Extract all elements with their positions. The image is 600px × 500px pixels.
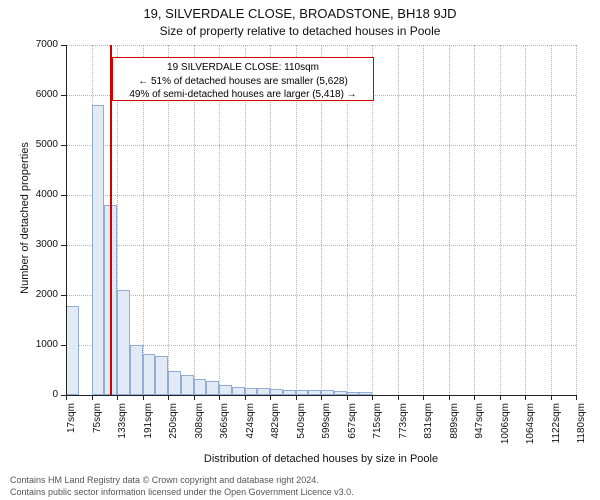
xtick-label: 424sqm — [245, 403, 256, 453]
x-axis-label: Distribution of detached houses by size … — [66, 453, 576, 465]
xtick-label: 599sqm — [321, 403, 332, 453]
chart-title: 19, SILVERDALE CLOSE, BROADSTONE, BH18 9… — [0, 6, 600, 21]
grid-v — [500, 45, 501, 395]
footer-line-2: Contains public sector information licen… — [10, 487, 354, 497]
xtick-label: 889sqm — [449, 403, 460, 453]
ytick-label: 7000 — [26, 39, 58, 50]
xtick-label: 831sqm — [423, 403, 434, 453]
callout-line: 19 SILVERDALE CLOSE: 110sqm — [117, 61, 369, 75]
xtick-label: 17sqm — [66, 403, 77, 453]
xtick-label: 715sqm — [372, 403, 383, 453]
callout-line: 49% of semi-detached houses are larger (… — [117, 88, 369, 102]
xtick-label: 308sqm — [194, 403, 205, 453]
ytick-label: 0 — [26, 389, 58, 400]
xtick-label: 1122sqm — [551, 403, 562, 453]
xtick-label: 250sqm — [168, 403, 179, 453]
xtick-label: 1180sqm — [576, 403, 587, 453]
xtick-label: 947sqm — [474, 403, 485, 453]
histogram-bar — [257, 388, 270, 395]
grid-v — [423, 45, 424, 395]
xtick-label: 540sqm — [296, 403, 307, 453]
footer-line-1: Contains HM Land Registry data © Crown c… — [10, 475, 319, 485]
histogram-bar — [143, 354, 156, 396]
histogram-bar — [232, 387, 245, 396]
histogram-bar — [181, 375, 194, 395]
histogram-bar — [130, 345, 143, 395]
histogram-bar — [168, 371, 181, 395]
xtick-label: 1064sqm — [525, 403, 536, 453]
xtick-label: 75sqm — [92, 403, 103, 453]
grid-v — [474, 45, 475, 395]
y-axis-line — [66, 45, 67, 395]
xtick-label: 133sqm — [117, 403, 128, 453]
grid-v — [576, 45, 577, 395]
grid-v — [449, 45, 450, 395]
callout-line: ← 51% of detached houses are smaller (5,… — [117, 75, 369, 89]
histogram-bar — [92, 105, 105, 395]
xtick-label: 482sqm — [270, 403, 281, 453]
xtick-label: 366sqm — [219, 403, 230, 453]
histogram-bar — [219, 385, 232, 396]
histogram-bar — [155, 356, 168, 395]
grid-v — [551, 45, 552, 395]
grid-v — [525, 45, 526, 395]
histogram-bar — [194, 379, 207, 395]
callout-box: 19 SILVERDALE CLOSE: 110sqm← 51% of deta… — [112, 57, 374, 101]
xtick-label: 657sqm — [347, 403, 358, 453]
chart-subtitle: Size of property relative to detached ho… — [0, 24, 600, 38]
xtick-label: 773sqm — [398, 403, 409, 453]
grid-v — [398, 45, 399, 395]
xtick-label: 191sqm — [143, 403, 154, 453]
histogram-bar — [66, 306, 79, 395]
x-axis-line — [66, 395, 576, 396]
histogram-bar — [117, 290, 130, 395]
histogram-bar — [206, 381, 219, 396]
histogram-bar — [245, 388, 258, 396]
xtick-mark — [576, 395, 577, 400]
xtick-label: 1006sqm — [500, 403, 511, 453]
y-axis-label: Number of detached properties — [19, 53, 31, 383]
